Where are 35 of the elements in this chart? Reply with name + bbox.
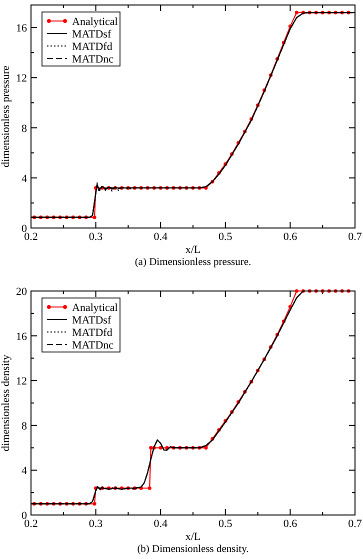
x-tick-label: 0.7 <box>348 231 362 243</box>
x-tick-label: 0.4 <box>154 518 168 530</box>
y-tick-label: 16 <box>16 330 28 343</box>
legend-label: MATDfd <box>72 327 113 339</box>
legend-label: MATDnc <box>72 340 114 352</box>
legend-label: Analytical <box>72 16 118 28</box>
y-tick-label: 16 <box>16 22 28 35</box>
legend-label: MATDsf <box>72 28 112 40</box>
x-tick-label: 0.3 <box>88 231 104 243</box>
y-tick-label: 12 <box>16 376 27 388</box>
y-tick-label: 20 <box>16 286 28 298</box>
y-tick-label: 8 <box>22 122 28 135</box>
text: (a) Dimensionless pressure. <box>134 257 252 268</box>
y-tick-label: 4 <box>22 172 28 185</box>
legend-label: Analytical <box>72 302 118 314</box>
legend-label: MATDsf <box>72 314 112 326</box>
y-axis-title: dimensionless density <box>0 354 12 452</box>
x-axis-title: x/L <box>185 244 201 256</box>
x-tick-label: 0.6 <box>283 518 298 530</box>
x-axis-title: x/L <box>185 531 201 543</box>
x-tick-label: 0.2 <box>24 518 38 530</box>
x-tick-label: 0.6 <box>283 231 298 243</box>
text: (b) Dimensionless density. <box>137 544 249 555</box>
x-tick-label: 0.2 <box>24 231 38 243</box>
y-axis-title: dimensionless pressure <box>0 66 12 168</box>
legend-label: MATDnc <box>72 54 114 66</box>
x-tick-label: 0.4 <box>154 231 168 243</box>
y-tick-label: 8 <box>22 420 28 432</box>
y-tick-label: 12 <box>16 72 27 85</box>
x-tick-label: 0.7 <box>348 518 362 530</box>
legend-label: MATDfd <box>72 41 113 53</box>
x-tick-label: 0.5 <box>218 231 233 243</box>
x-tick-label: 0.5 <box>218 518 233 530</box>
y-tick-label: 4 <box>22 465 28 478</box>
x-tick-label: 0.3 <box>88 518 104 530</box>
